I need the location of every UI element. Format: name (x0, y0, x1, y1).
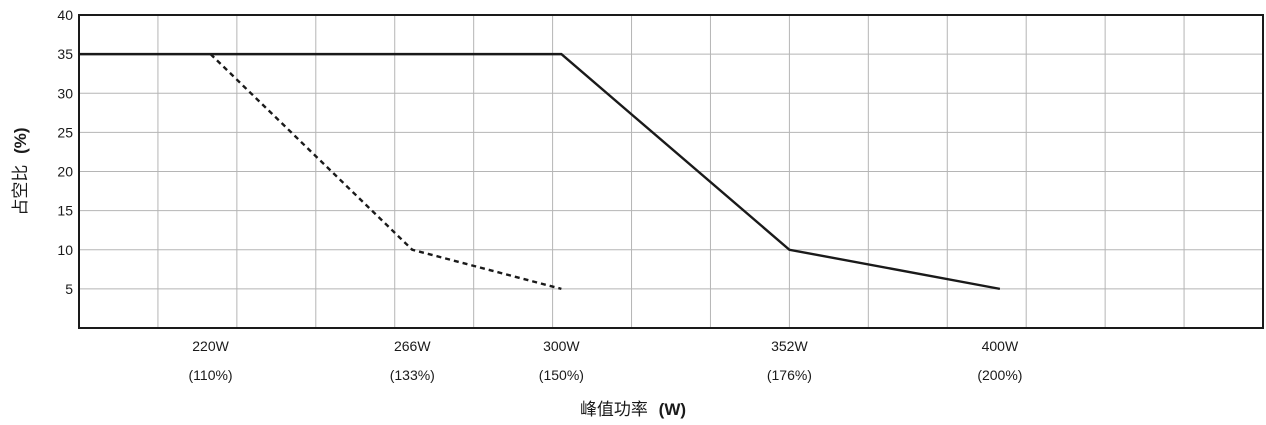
x-tick-sublabel: (150%) (539, 367, 584, 383)
y-tick-label: 40 (57, 7, 73, 23)
x-axis-title-unit: (W) (659, 400, 686, 419)
y-axis-title: 占空比 (%) (11, 127, 30, 215)
series-lines (79, 52, 1001, 291)
y-tick-label: 20 (57, 164, 73, 180)
x-tick-sublabel: (200%) (977, 367, 1022, 383)
y-tick-label: 30 (57, 85, 73, 101)
x-tick-sublabel: (133%) (390, 367, 435, 383)
y-tick-label: 35 (57, 46, 73, 62)
y-tick-label: 10 (57, 242, 73, 258)
grid-lines (79, 15, 1263, 328)
y-tick-label: 25 (57, 124, 73, 140)
y-axis-title-unit: (%) (11, 127, 30, 153)
plot-frame (78, 14, 1264, 329)
x-tick-sublabel: (176%) (767, 367, 812, 383)
y-tick-label: 5 (65, 281, 73, 297)
x-tick-label: 220W (192, 338, 229, 354)
x-tick-label: 266W (394, 338, 431, 354)
x-tick-sublabel: (110%) (189, 367, 233, 383)
y-tick-label: 15 (57, 203, 73, 219)
y-axis-title-text: 占空比 (11, 165, 30, 216)
series-line-dashed (209, 53, 562, 291)
x-tick-label: 300W (543, 338, 580, 354)
x-axis-ticks: 220W (110%) 266W (133%) 300W (150%) 352W (176%)… (189, 338, 1023, 383)
series-line-solid (79, 52, 1001, 291)
y-axis-ticks: 5 10 15 20 25 30 35 40 (57, 7, 73, 297)
x-axis-title-text: 峰值功率 (580, 400, 648, 419)
x-tick-label: 400W (982, 338, 1019, 354)
x-tick-label: 352W (771, 338, 808, 354)
x-axis-title: 峰值功率 (W) (580, 400, 686, 419)
